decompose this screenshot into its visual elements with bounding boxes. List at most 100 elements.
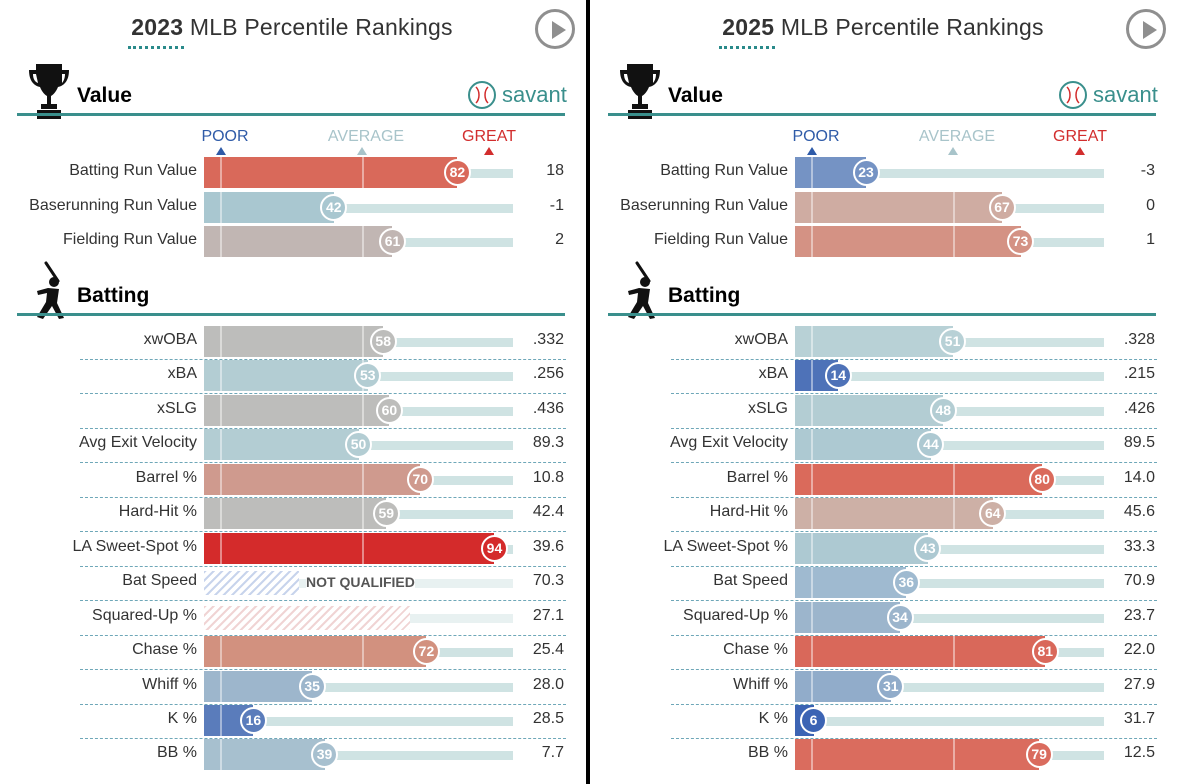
percentile-bar[interactable] <box>795 739 1040 771</box>
metric-row: xBA .256 53 <box>0 360 584 393</box>
not-qualified-bar <box>204 605 410 630</box>
row-divider <box>671 703 1157 705</box>
bar-tick <box>362 326 364 357</box>
row-divider <box>671 359 1157 360</box>
percentile-bar[interactable] <box>204 636 427 668</box>
baseball-icon <box>1059 81 1087 109</box>
percentile-circle: 53 <box>354 362 382 390</box>
page-title: 2025 MLB Percentile Rankings <box>591 14 1175 41</box>
percentile-bar[interactable] <box>795 226 1021 257</box>
percentile-circle: 61 <box>378 228 406 255</box>
row-divider <box>80 737 566 739</box>
percentile-bar[interactable] <box>795 567 907 599</box>
bar-track <box>324 751 513 761</box>
percentile-bar[interactable] <box>204 498 387 530</box>
percentile-bar[interactable] <box>795 429 931 461</box>
metric-label: Baserunning Run Value <box>29 196 197 214</box>
section-divider <box>17 313 565 316</box>
percentile-circle: 73 <box>1007 228 1035 255</box>
baseball-icon <box>468 81 496 109</box>
scale-label-average: AVERAGE <box>327 128 405 145</box>
metric-value: 0 <box>1146 196 1155 214</box>
metric-row: Chase % 22.0 81 <box>591 636 1175 669</box>
metric-label: Avg Exit Velocity <box>670 434 788 452</box>
panel-divider <box>586 0 590 784</box>
percentile-bar[interactable] <box>204 670 313 702</box>
percentile-bar[interactable] <box>795 670 891 702</box>
percentile-bar[interactable] <box>795 463 1043 495</box>
percentile-bar[interactable] <box>204 532 495 564</box>
row-divider <box>80 359 566 360</box>
row-divider <box>671 737 1157 739</box>
scale-arrow-poor <box>807 147 817 155</box>
percentile-bar[interactable] <box>795 326 953 357</box>
play-icon <box>552 21 566 39</box>
metric-value: 14.0 <box>1123 468 1155 486</box>
bar-tick <box>220 360 222 392</box>
metric-value: 1 <box>1146 231 1155 248</box>
bar-track <box>838 372 1104 382</box>
percentile-bar[interactable] <box>795 191 1003 223</box>
row-divider <box>80 669 566 671</box>
percentile-bar[interactable] <box>795 636 1046 668</box>
savant-label: savant <box>502 82 567 107</box>
percentile-circle: 50 <box>345 431 372 459</box>
percentile-bar[interactable] <box>204 157 458 188</box>
metric-label: Squared-Up % <box>683 606 788 624</box>
bar-tick <box>811 226 813 257</box>
play-button[interactable] <box>1126 9 1166 49</box>
percentile-bar[interactable] <box>795 601 901 633</box>
scale-label-great: GREAT <box>1053 128 1107 145</box>
metric-value: 18 <box>546 162 564 179</box>
metric-row: Hard-Hit % 45.6 64 <box>591 498 1175 531</box>
metric-label: Chase % <box>132 641 197 659</box>
percentile-circle: 16 <box>239 706 267 734</box>
metric-value: .426 <box>1123 399 1155 417</box>
percentile-bar[interactable] <box>204 360 368 392</box>
bar-tick <box>362 498 364 530</box>
bar-tick <box>811 567 813 599</box>
bar-tick <box>811 157 813 188</box>
play-button[interactable] <box>535 9 575 49</box>
metric-label: BB % <box>747 744 788 762</box>
bar-track <box>457 169 513 178</box>
percentile-bar[interactable] <box>204 191 334 223</box>
metric-value: 27.1 <box>532 606 564 624</box>
metric-label: Baserunning Run Value <box>620 196 788 214</box>
year-underline <box>128 46 184 49</box>
percentile-bar[interactable] <box>795 394 944 426</box>
percentile-bar[interactable] <box>204 326 384 357</box>
metric-value: -1 <box>549 196 564 214</box>
percentile-bar[interactable] <box>204 394 390 426</box>
percentile-circle: 31 <box>877 672 905 700</box>
bar-tick <box>220 191 222 223</box>
percentile-bar[interactable] <box>204 739 325 771</box>
percentile-bar[interactable] <box>795 498 993 530</box>
bar-tick <box>362 636 364 668</box>
title-text: MLB Percentile Rankings <box>780 14 1044 40</box>
bar-tick <box>362 532 364 564</box>
percentile-bar[interactable] <box>204 226 393 257</box>
bar-track <box>813 716 1104 726</box>
row-divider <box>80 634 566 636</box>
metric-label: Fielding Run Value <box>653 231 788 248</box>
bar-tick <box>220 532 222 564</box>
bar-tick <box>811 360 813 392</box>
percentile-bar[interactable] <box>204 463 421 495</box>
percentile-circle: 79 <box>1025 741 1053 769</box>
percentile-circle: 39 <box>311 741 338 769</box>
row-divider <box>671 427 1157 429</box>
metric-row: K % 28.5 16 <box>0 704 584 738</box>
percentile-bar[interactable] <box>795 532 928 564</box>
scale-arrow-poor <box>216 147 226 155</box>
percentile-circle: 59 <box>372 500 400 528</box>
section-divider <box>608 313 1156 316</box>
metric-value: 27.9 <box>1123 675 1155 693</box>
percentile-circle: 48 <box>929 396 957 424</box>
bar-tick <box>362 463 364 495</box>
bar-track <box>1039 751 1104 761</box>
bar-tick <box>811 670 813 702</box>
percentile-bar[interactable] <box>204 429 359 461</box>
metric-row: Fielding Run Value 1 73 <box>591 226 1175 259</box>
section-divider <box>608 113 1156 116</box>
